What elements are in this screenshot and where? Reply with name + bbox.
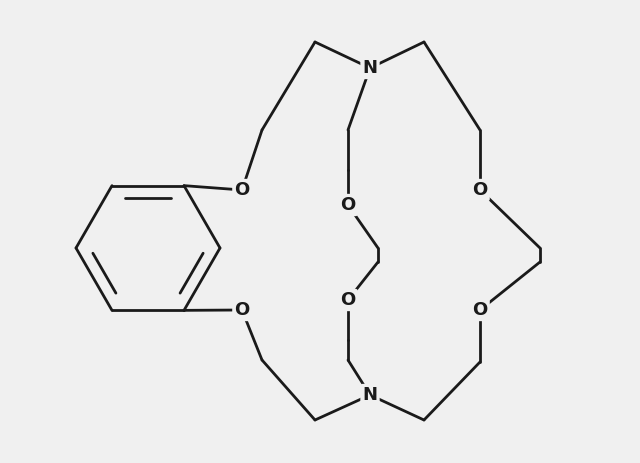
Text: O: O <box>340 196 356 214</box>
Text: O: O <box>340 291 356 309</box>
Text: O: O <box>472 181 488 199</box>
Text: N: N <box>362 386 378 404</box>
Text: O: O <box>234 181 250 199</box>
Text: N: N <box>362 59 378 77</box>
Text: O: O <box>472 301 488 319</box>
Text: O: O <box>234 301 250 319</box>
